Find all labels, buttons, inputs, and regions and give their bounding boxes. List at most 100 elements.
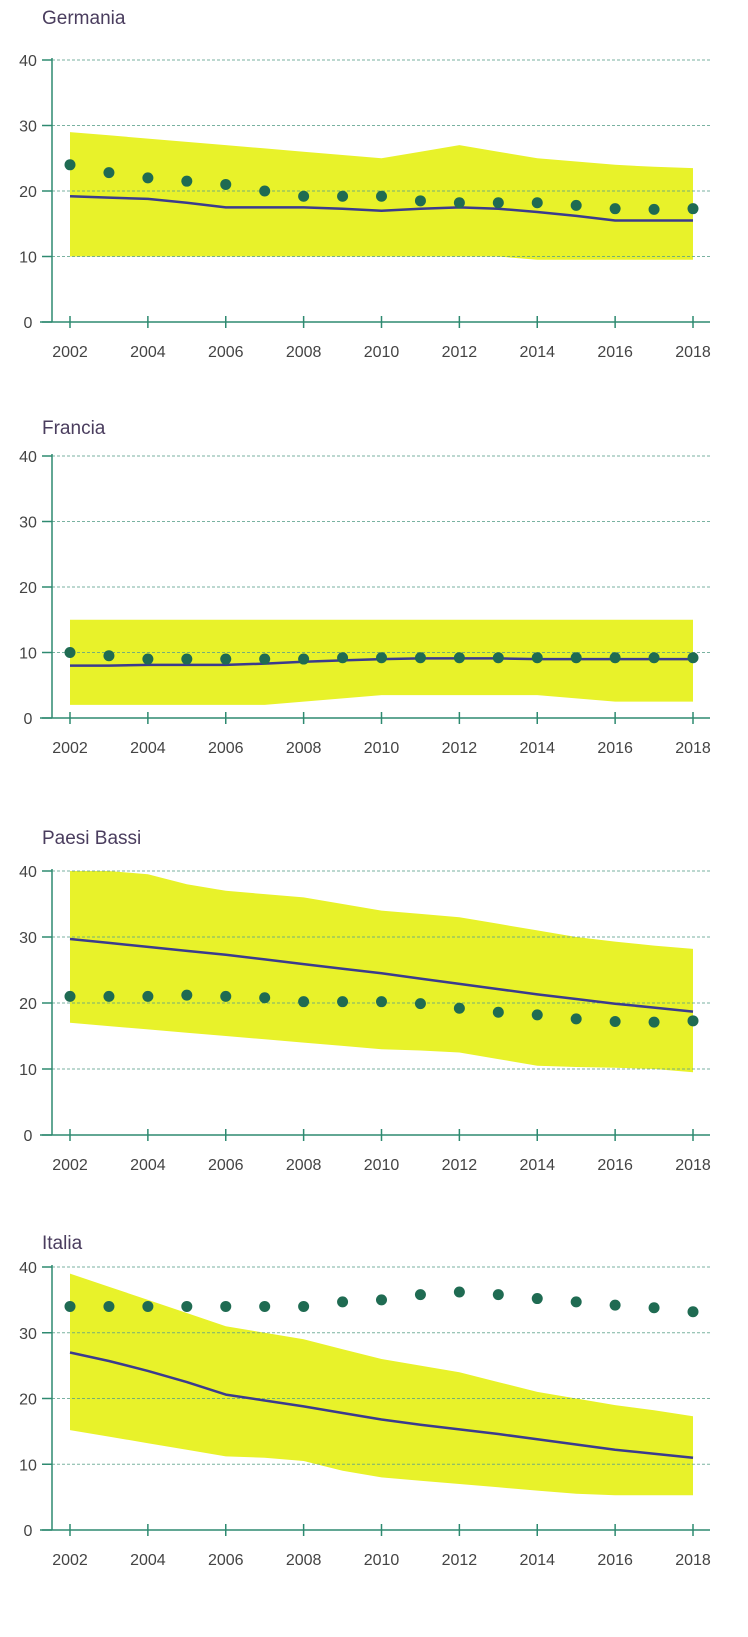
data-point	[492, 652, 504, 664]
x-tick-label: 2016	[597, 1552, 633, 1569]
x-tick-label: 2018	[675, 1552, 711, 1569]
data-point	[64, 647, 76, 658]
series-line	[69, 1351, 694, 1459]
data-point	[103, 990, 115, 1002]
x-tick-label: 2012	[442, 1157, 478, 1174]
data-point	[570, 199, 582, 211]
data-point	[414, 998, 426, 1010]
data-point	[181, 653, 193, 665]
chart-germania: 0 10 20 30 40 2002 2004 2006 2008 2010 2012 2014 201…	[19, 53, 711, 361]
data-point	[142, 172, 154, 184]
data-point	[609, 652, 621, 664]
data-point	[570, 1296, 582, 1308]
confidence-band	[70, 1273, 693, 1496]
data-point	[609, 1299, 621, 1311]
x-tick-label: 2016	[597, 1157, 633, 1174]
chart-panel-germania: Germania 0 10 20 30 40 2002 2004 2006 2008 2010 20…	[0, 0, 748, 400]
data-point	[376, 996, 387, 1008]
chart-title: Francia	[42, 418, 106, 439]
y-tick-label: 40	[19, 449, 37, 466]
data-point	[376, 190, 387, 202]
chart-italia: 0 10 20 30 40 2002 2004 2006 2008 2010 2012 2014 201…	[19, 1260, 711, 1569]
x-tick-label: 2004	[130, 1157, 166, 1174]
x-tick-label: 2002	[52, 740, 88, 757]
data-point	[531, 652, 543, 664]
x-tick-label: 2014	[519, 1552, 555, 1569]
x-tick-label: 2006	[208, 1552, 244, 1569]
y-tick-label: 10	[19, 250, 37, 267]
data-point	[259, 653, 271, 665]
x-tick-label: 2008	[286, 344, 322, 361]
chart-title: Paesi Bassi	[42, 828, 142, 849]
data-point	[531, 1009, 543, 1021]
data-point	[142, 1300, 154, 1312]
data-point	[142, 990, 154, 1002]
x-tick-label: 2010	[364, 1157, 400, 1174]
data-point	[220, 1300, 232, 1312]
y-tick-label: 10	[19, 646, 37, 663]
y-tick-label: 30	[19, 119, 37, 136]
y-tick-label: 20	[19, 184, 37, 201]
data-point	[376, 652, 387, 664]
x-tick-label: 2008	[286, 740, 322, 757]
y-tick-label: 30	[19, 930, 37, 947]
data-point	[376, 1294, 387, 1306]
data-point	[298, 190, 310, 202]
chart-francia: 0 10 20 30 40 2002 2004 2006 2008 2010 2012 2014 201…	[19, 449, 711, 757]
x-tick-label: 2010	[364, 740, 400, 757]
data-point	[453, 197, 465, 209]
confidence-band	[70, 871, 693, 1073]
y-tick-label: 20	[19, 580, 37, 597]
chart-panel-francia: Francia 0 10 20 30 40 2002 2004 2006 2008 2010 201…	[0, 410, 748, 810]
x-tick-label: 2012	[442, 344, 478, 361]
y-tick-label: 10	[19, 1062, 37, 1079]
data-point	[648, 1302, 660, 1314]
x-tick-label: 2016	[597, 344, 633, 361]
data-point	[220, 990, 232, 1002]
data-point	[687, 652, 699, 664]
data-point	[220, 653, 232, 665]
data-point	[687, 1015, 699, 1027]
data-point	[298, 653, 310, 665]
x-tick-label: 2012	[442, 740, 478, 757]
data-point	[298, 1300, 310, 1312]
y-tick-label: 40	[19, 53, 37, 70]
x-tick-label: 2008	[286, 1552, 322, 1569]
data-point	[414, 1289, 426, 1301]
y-tick-label: 10	[19, 1457, 37, 1474]
x-tick-label: 2004	[130, 740, 166, 757]
y-tick-label: 20	[19, 1392, 37, 1409]
x-tick-label: 2018	[675, 740, 711, 757]
x-tick-label: 2014	[519, 740, 555, 757]
data-point	[570, 1013, 582, 1025]
data-point	[531, 197, 543, 209]
series-line	[69, 194, 693, 222]
y-tick-label: 0	[24, 711, 33, 728]
chart-panel-italia: Italia 0 10 20 30 40 2002 2004 2006 2008 2010 2012…	[0, 1225, 748, 1637]
x-tick-label: 2018	[675, 1157, 711, 1174]
chart-panel-paesi-bassi: Paesi Bassi 0 10 20 30 40 2002 2004 2006 2008 201…	[0, 820, 748, 1220]
y-tick-label: 0	[24, 315, 33, 332]
data-point	[453, 1286, 465, 1298]
data-point	[492, 1006, 504, 1018]
x-tick-label: 2002	[52, 1552, 88, 1569]
y-tick-label: 30	[19, 1326, 37, 1343]
y-tick-label: 0	[24, 1128, 33, 1145]
x-tick-label: 2012	[442, 1552, 478, 1569]
x-tick-label: 2014	[519, 344, 555, 361]
data-point	[609, 1015, 621, 1027]
data-point	[492, 197, 504, 209]
x-tick-label: 2010	[364, 344, 400, 361]
x-tick-label: 2004	[130, 344, 166, 361]
data-point	[181, 1300, 193, 1312]
data-point	[531, 1293, 543, 1305]
data-point	[414, 652, 426, 664]
chart-title: Italia	[42, 1233, 83, 1254]
data-point	[64, 159, 76, 171]
x-tick-label: 2006	[208, 344, 244, 361]
y-tick-label: 0	[24, 1523, 33, 1540]
data-point	[64, 1300, 76, 1312]
data-point	[453, 652, 465, 664]
y-tick-label: 30	[19, 515, 37, 532]
x-tick-label: 2006	[208, 740, 244, 757]
